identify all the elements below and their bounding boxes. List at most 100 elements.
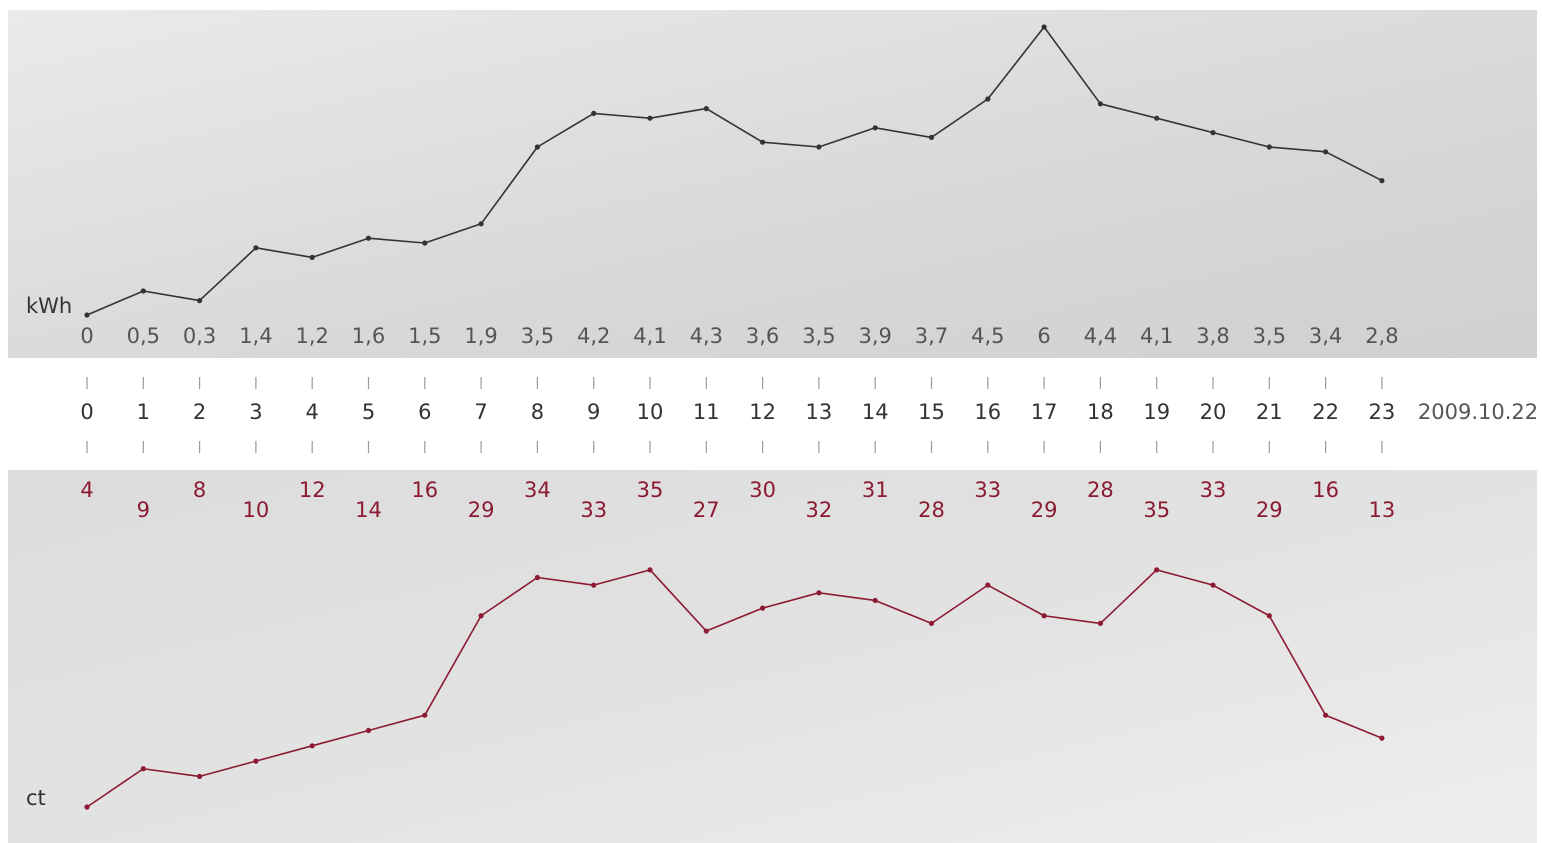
kwh-data-point — [1379, 178, 1385, 184]
kwh-chart: kWh 0 0,5 0,3 1,4 1,2 1,6 1,5 1,9 3,5 4,2 4,1 4,3 3,… — [26, 24, 1399, 348]
ct-data-point — [872, 597, 878, 604]
hour-tick-label: 10 — [637, 400, 664, 424]
kwh-value-label: 6 — [1037, 324, 1050, 348]
kwh-value-label: 4,5 — [971, 324, 1004, 348]
kwh-data-point — [365, 235, 372, 241]
ct-data-point — [1097, 620, 1103, 627]
ct-data-point — [1379, 735, 1385, 741]
ct-data-point — [309, 743, 315, 749]
kwh-value-label: 3,4 — [1309, 324, 1342, 348]
ct-data-point — [534, 574, 541, 581]
kwh-data-point — [760, 139, 766, 145]
ct-value-label: 35 — [1143, 498, 1170, 522]
ct-value-label: 29 — [468, 498, 495, 522]
kwh-value-label: 1,4 — [239, 324, 272, 348]
hour-tick-label: 18 — [1087, 400, 1114, 424]
ct-data-point — [703, 628, 709, 634]
kwh-value-label: 3,5 — [802, 324, 835, 348]
kwh-data-point — [1323, 149, 1329, 155]
ct-value-label: 29 — [1031, 498, 1058, 522]
kwh-data-point — [478, 221, 484, 227]
kwh-value-label: 3,6 — [746, 324, 779, 348]
ct-value-label: 32 — [806, 498, 833, 522]
kwh-value-label: 0,5 — [127, 324, 160, 348]
ct-value-label: 31 — [862, 478, 889, 502]
hour-tick-label: 12 — [749, 400, 776, 424]
hour-tick-label: 23 — [1369, 400, 1396, 424]
kwh-value-label: 1,6 — [352, 324, 385, 348]
ct-value-label: 33 — [580, 498, 607, 522]
hour-tick-label: 21 — [1256, 400, 1283, 424]
hour-tick-label: 6 — [418, 400, 431, 424]
hour-tick-label: 13 — [806, 400, 833, 424]
ct-data-point — [140, 766, 146, 772]
kwh-value-label: 0,3 — [183, 324, 216, 348]
ct-data-point — [1210, 582, 1216, 588]
hour-tick-label: 19 — [1143, 400, 1170, 424]
hour-tick-label: 5 — [362, 400, 375, 424]
kwh-value-label: 3,8 — [1196, 324, 1229, 348]
ct-value-label: 27 — [693, 498, 720, 522]
ct-data-point — [816, 590, 822, 596]
hour-tick-label: 11 — [693, 400, 720, 424]
hour-tick-label: 15 — [918, 400, 945, 424]
ct-data-point — [84, 804, 90, 810]
ct-value-label: 9 — [137, 498, 150, 522]
ct-data-point — [478, 613, 484, 619]
kwh-value-label: 4,1 — [1140, 324, 1173, 348]
kwh-data-point — [84, 312, 90, 318]
kwh-value-label: 3,7 — [915, 324, 948, 348]
ct-data-point — [1323, 712, 1329, 718]
ct-value-label: 28 — [1087, 478, 1114, 502]
hour-tick-label: 1 — [137, 400, 150, 424]
kwh-data-point — [647, 115, 653, 121]
date-label: 2009.10.22 — [1418, 400, 1538, 424]
kwh-data-point — [197, 298, 203, 304]
kwh-data-point — [591, 110, 597, 116]
ct-value-label: 34 — [524, 478, 551, 502]
ct-data-point — [1041, 613, 1047, 619]
kwh-data-point — [816, 144, 822, 150]
kwh-value-label: 4,2 — [577, 324, 610, 348]
kwh-value-label: 1,9 — [464, 324, 497, 348]
hour-tick-label: 8 — [531, 400, 544, 424]
ct-value-label: 29 — [1256, 498, 1283, 522]
kwh-data-point — [1041, 24, 1047, 30]
ct-value-label: 12 — [299, 478, 326, 502]
ct-series-line — [86, 569, 1383, 808]
kwh-data-point — [253, 245, 259, 251]
kwh-value-label: 4,1 — [633, 324, 666, 348]
ct-data-point — [1266, 613, 1272, 619]
ct-data-point — [591, 582, 597, 588]
ct-data-point — [928, 620, 935, 627]
ct-value-label: 35 — [637, 478, 664, 502]
ct-data-point — [985, 582, 991, 588]
kwh-data-point — [928, 134, 935, 140]
hour-tick-label: 7 — [474, 400, 487, 424]
kwh-data-point — [1154, 115, 1160, 121]
kwh-data-point — [1266, 144, 1272, 150]
kwh-value-label: 3,5 — [521, 324, 554, 348]
kwh-data-point — [309, 254, 315, 260]
ct-value-label: 13 — [1369, 498, 1396, 522]
ct-data-point — [253, 758, 259, 764]
ct-value-label: 30 — [749, 478, 776, 502]
ct-value-label: 33 — [1200, 478, 1227, 502]
hour-tick-label: 3 — [249, 400, 262, 424]
kwh-value-label: 2,8 — [1365, 324, 1398, 348]
ct-data-point — [197, 773, 203, 780]
ct-data-point — [1154, 567, 1160, 573]
kwh-data-point — [703, 106, 709, 112]
ct-panel-background — [8, 470, 1537, 843]
ct-data-point — [760, 605, 766, 611]
kwh-data-point — [140, 288, 146, 294]
hour-tick-label: 22 — [1312, 400, 1339, 424]
kwh-panel-background — [8, 10, 1537, 358]
ct-value-label: 10 — [243, 498, 270, 522]
kwh-data-point — [985, 96, 991, 102]
kwh-value-label: 0 — [80, 324, 93, 348]
hour-tick-label: 9 — [587, 400, 600, 424]
kwh-data-point — [534, 144, 541, 150]
ct-value-label: 14 — [355, 498, 382, 522]
